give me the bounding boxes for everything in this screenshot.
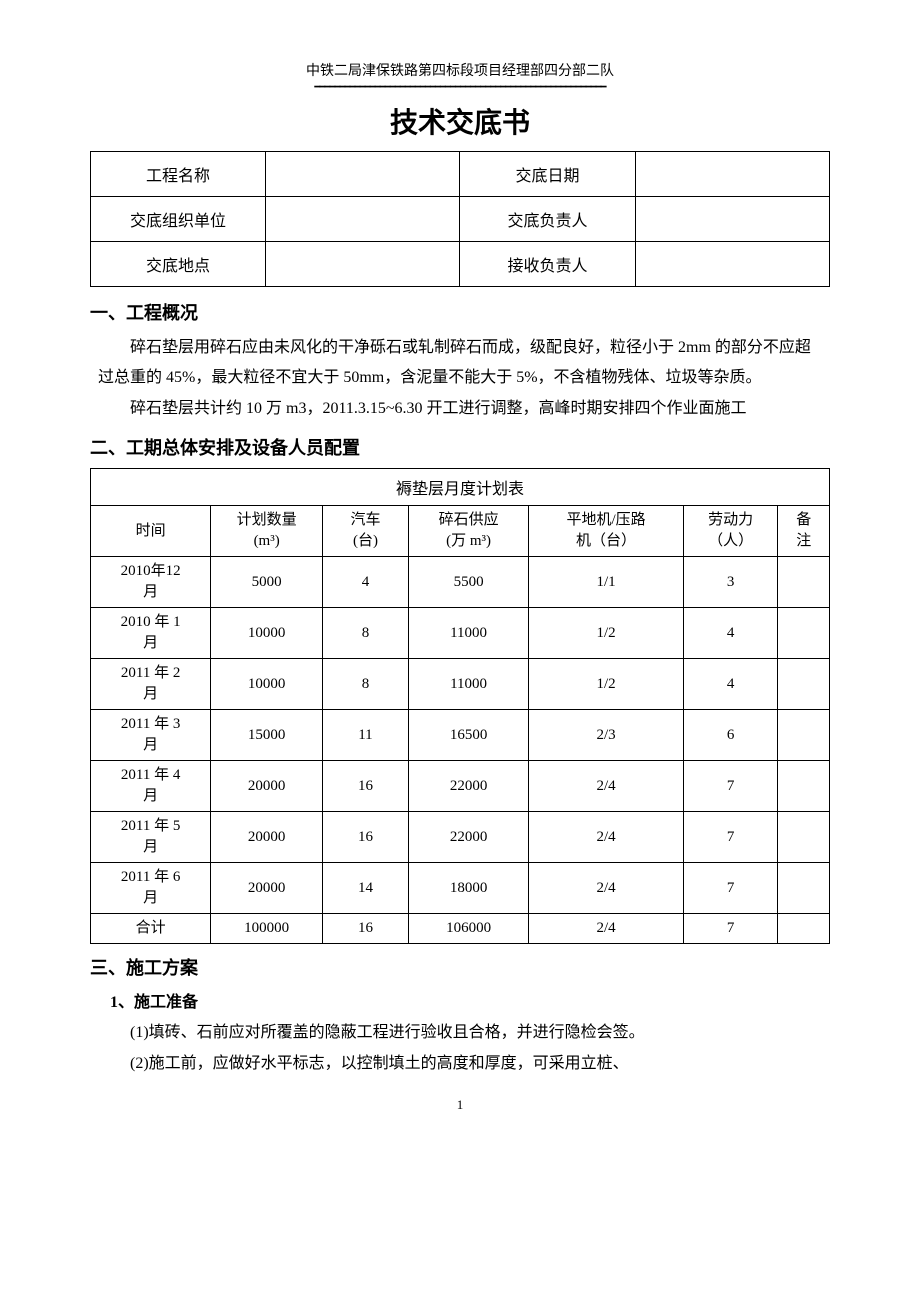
info-label-project: 工程名称	[91, 152, 266, 197]
table-row: 2011 年 4月2000016220002/47	[91, 761, 830, 812]
table-cell: 11000	[408, 659, 528, 710]
info-label-place: 交底地点	[91, 242, 266, 287]
table-cell: 20000	[211, 812, 323, 863]
table-cell: 7	[683, 761, 778, 812]
header-org: 中铁二局津保铁路第四标段项目经理部四分部二队	[90, 60, 830, 80]
table-cell: 5000	[211, 557, 323, 608]
table-cell: 14	[323, 863, 409, 914]
table-cell	[778, 557, 830, 608]
table-cell: 11000	[408, 608, 528, 659]
table-cell: 2010 年 1月	[91, 608, 211, 659]
table-cell: 5500	[408, 557, 528, 608]
table-cell: 7	[683, 914, 778, 944]
info-value-owner	[635, 197, 830, 242]
table-cell: 10000	[211, 659, 323, 710]
info-label-receiver: 接收负责人	[460, 242, 635, 287]
plan-col-machine: 平地机/压路机（台）	[529, 506, 684, 557]
table-cell	[778, 659, 830, 710]
table-cell: 16500	[408, 710, 528, 761]
plan-table: 褥垫层月度计划表 时间 计划数量(m³) 汽车(台) 碎石供应(万 m³) 平地…	[90, 468, 830, 944]
plan-header-row: 时间 计划数量(m³) 汽车(台) 碎石供应(万 m³) 平地机/压路机（台） …	[91, 506, 830, 557]
table-cell: 2/3	[529, 710, 684, 761]
info-value-org	[266, 197, 460, 242]
page-number: 1	[90, 1097, 830, 1113]
plan-col-qty: 计划数量(m³)	[211, 506, 323, 557]
table-cell: 2010年12月	[91, 557, 211, 608]
table-cell: 1/2	[529, 659, 684, 710]
table-row: 2011 年 6月2000014180002/47	[91, 863, 830, 914]
table-row: 2011 年 2月100008110001/24	[91, 659, 830, 710]
table-cell: 2011 年 4月	[91, 761, 211, 812]
table-cell: 4	[683, 608, 778, 659]
plan-caption: 褥垫层月度计划表	[91, 469, 830, 506]
table-row: 2011 年 5月2000016220002/47	[91, 812, 830, 863]
plan-col-car: 汽车(台)	[323, 506, 409, 557]
table-cell: 11	[323, 710, 409, 761]
info-table: 工程名称 交底日期 交底组织单位 交底负责人 交底地点 接收负责人	[90, 151, 830, 287]
table-cell	[778, 812, 830, 863]
table-cell	[778, 608, 830, 659]
plan-col-labor: 劳动力（人）	[683, 506, 778, 557]
table-cell: 7	[683, 812, 778, 863]
table-cell: 16	[323, 914, 409, 944]
section-1-heading: 一、工程概况	[90, 299, 830, 325]
table-cell: 20000	[211, 761, 323, 812]
info-label-org: 交底组织单位	[91, 197, 266, 242]
table-cell: 15000	[211, 710, 323, 761]
table-row: 2010 年 1月100008110001/24	[91, 608, 830, 659]
table-cell: 1/2	[529, 608, 684, 659]
plan-col-supply: 碎石供应(万 m³)	[408, 506, 528, 557]
table-cell: 100000	[211, 914, 323, 944]
table-cell: 16	[323, 812, 409, 863]
plan-col-time: 时间	[91, 506, 211, 557]
section-1-para-1: 碎石垫层用碎石应由未风化的干净砾石或轧制碎石而成，级配良好，粒径小于 2mm 的…	[98, 333, 822, 394]
table-cell: 1/1	[529, 557, 684, 608]
table-cell: 2/4	[529, 914, 684, 944]
table-cell	[778, 761, 830, 812]
info-label-owner: 交底负责人	[460, 197, 635, 242]
table-cell	[778, 710, 830, 761]
section-3-para-2: (2)施工前，应做好水平标志，以控制填土的高度和厚度，可采用立桩、	[98, 1049, 822, 1079]
table-cell: 2/4	[529, 761, 684, 812]
table-cell: 106000	[408, 914, 528, 944]
table-row: 2011 年 3月1500011165002/36	[91, 710, 830, 761]
table-cell: 2011 年 2月	[91, 659, 211, 710]
table-cell: 2/4	[529, 863, 684, 914]
info-value-project	[266, 152, 460, 197]
info-value-date	[635, 152, 830, 197]
page-title: 技术交底书	[90, 101, 830, 141]
table-cell: 2011 年 5月	[91, 812, 211, 863]
table-cell: 18000	[408, 863, 528, 914]
table-row: 2010年12月5000455001/13	[91, 557, 830, 608]
section-1-para-2: 碎石垫层共计约 10 万 m3，2011.3.15~6.30 开工进行调整，高峰…	[98, 394, 822, 424]
table-cell: 4	[323, 557, 409, 608]
table-cell: 3	[683, 557, 778, 608]
header-divider: ━━━━━━━━━━━━━━━━━━━━━━━━━━━━━━━━━━━━━━━━…	[90, 82, 830, 93]
info-label-date: 交底日期	[460, 152, 635, 197]
section-2-heading: 二、工期总体安排及设备人员配置	[90, 434, 830, 460]
table-cell: 2011 年 6月	[91, 863, 211, 914]
section-3-sub-1: 1、施工准备	[110, 988, 830, 1012]
plan-col-note: 备注	[778, 506, 830, 557]
table-cell: 2/4	[529, 812, 684, 863]
table-cell: 22000	[408, 812, 528, 863]
section-3-heading: 三、施工方案	[90, 954, 830, 980]
table-cell: 16	[323, 761, 409, 812]
table-cell: 20000	[211, 863, 323, 914]
table-cell: 6	[683, 710, 778, 761]
info-value-receiver	[635, 242, 830, 287]
table-cell	[778, 863, 830, 914]
table-cell: 4	[683, 659, 778, 710]
info-value-place	[266, 242, 460, 287]
table-cell: 8	[323, 659, 409, 710]
table-cell: 22000	[408, 761, 528, 812]
table-row: 合计100000161060002/47	[91, 914, 830, 944]
table-cell: 合计	[91, 914, 211, 944]
table-cell: 7	[683, 863, 778, 914]
table-cell	[778, 914, 830, 944]
table-cell: 2011 年 3月	[91, 710, 211, 761]
table-cell: 10000	[211, 608, 323, 659]
section-3-para-1: (1)填砖、石前应对所覆盖的隐蔽工程进行验收且合格，并进行隐检会签。	[98, 1018, 822, 1048]
table-cell: 8	[323, 608, 409, 659]
